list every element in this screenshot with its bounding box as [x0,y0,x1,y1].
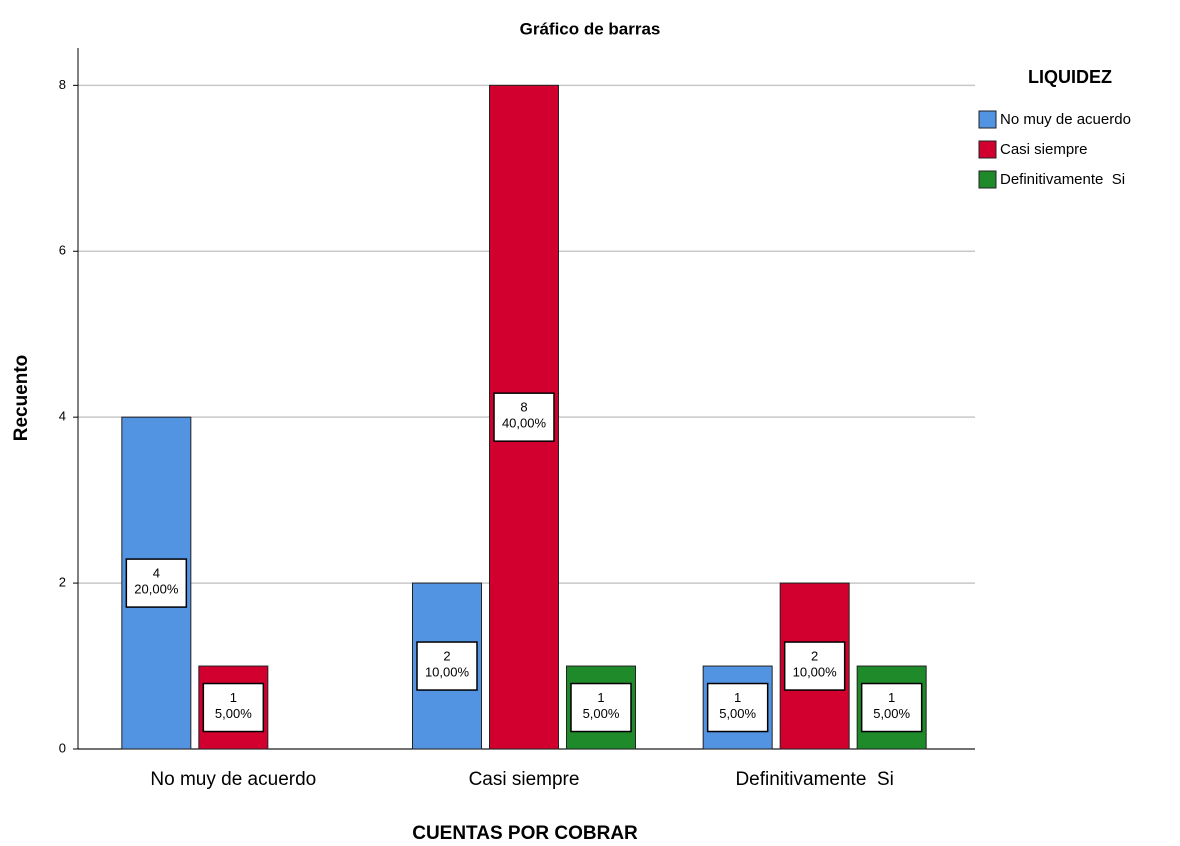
value-label: 2 [811,648,818,663]
legend-swatch [978,170,997,189]
value-label-box [416,641,478,691]
value-label-box [860,682,923,733]
value-label-box [570,682,632,733]
legend-label: No muy de acuerdo [1000,111,1131,128]
percent-label: 10,00% [793,664,838,679]
percent-label: 40,00% [502,416,547,431]
y-tick-label: 6 [59,243,66,258]
legend-swatch [978,110,997,129]
percent-label: 5,00% [873,706,910,721]
x-tick-label: No muy de acuerdo [150,769,316,790]
percent-label: 10,00% [425,664,470,679]
legend-swatch [978,140,997,159]
chart-title: Gráfico de barras [520,19,661,38]
value-label: 1 [597,690,604,705]
percent-label: 5,00% [583,706,620,721]
value-label: 2 [443,648,450,663]
value-label: 1 [734,690,741,705]
value-label-box [783,641,846,691]
value-label: 1 [888,690,895,705]
percent-label: 5,00% [215,706,252,721]
value-label-box [493,392,555,442]
y-tick-label: 2 [59,575,66,590]
value-label: 1 [230,690,237,705]
percent-label: 5,00% [719,706,756,721]
legend-title: LIQUIDEZ [1028,67,1112,87]
value-label: 8 [520,400,527,415]
value-label-box [125,558,188,608]
x-tick-label: Definitivamente Si [735,769,893,790]
legend-label: Definitivamente Si [1000,171,1125,188]
legend-label: Casi siempre [1000,141,1088,158]
x-axis-title: CUENTAS POR COBRAR [412,823,638,844]
y-tick-label: 4 [59,409,66,424]
value-label-box [706,682,769,733]
value-label-box [202,682,265,733]
y-tick-label: 0 [59,740,66,755]
value-label: 4 [153,566,160,581]
percent-label: 20,00% [134,582,179,597]
x-tick-label: Casi siempre [469,769,580,790]
y-axis-title: Recuento [11,355,32,442]
y-tick-label: 8 [59,77,66,92]
